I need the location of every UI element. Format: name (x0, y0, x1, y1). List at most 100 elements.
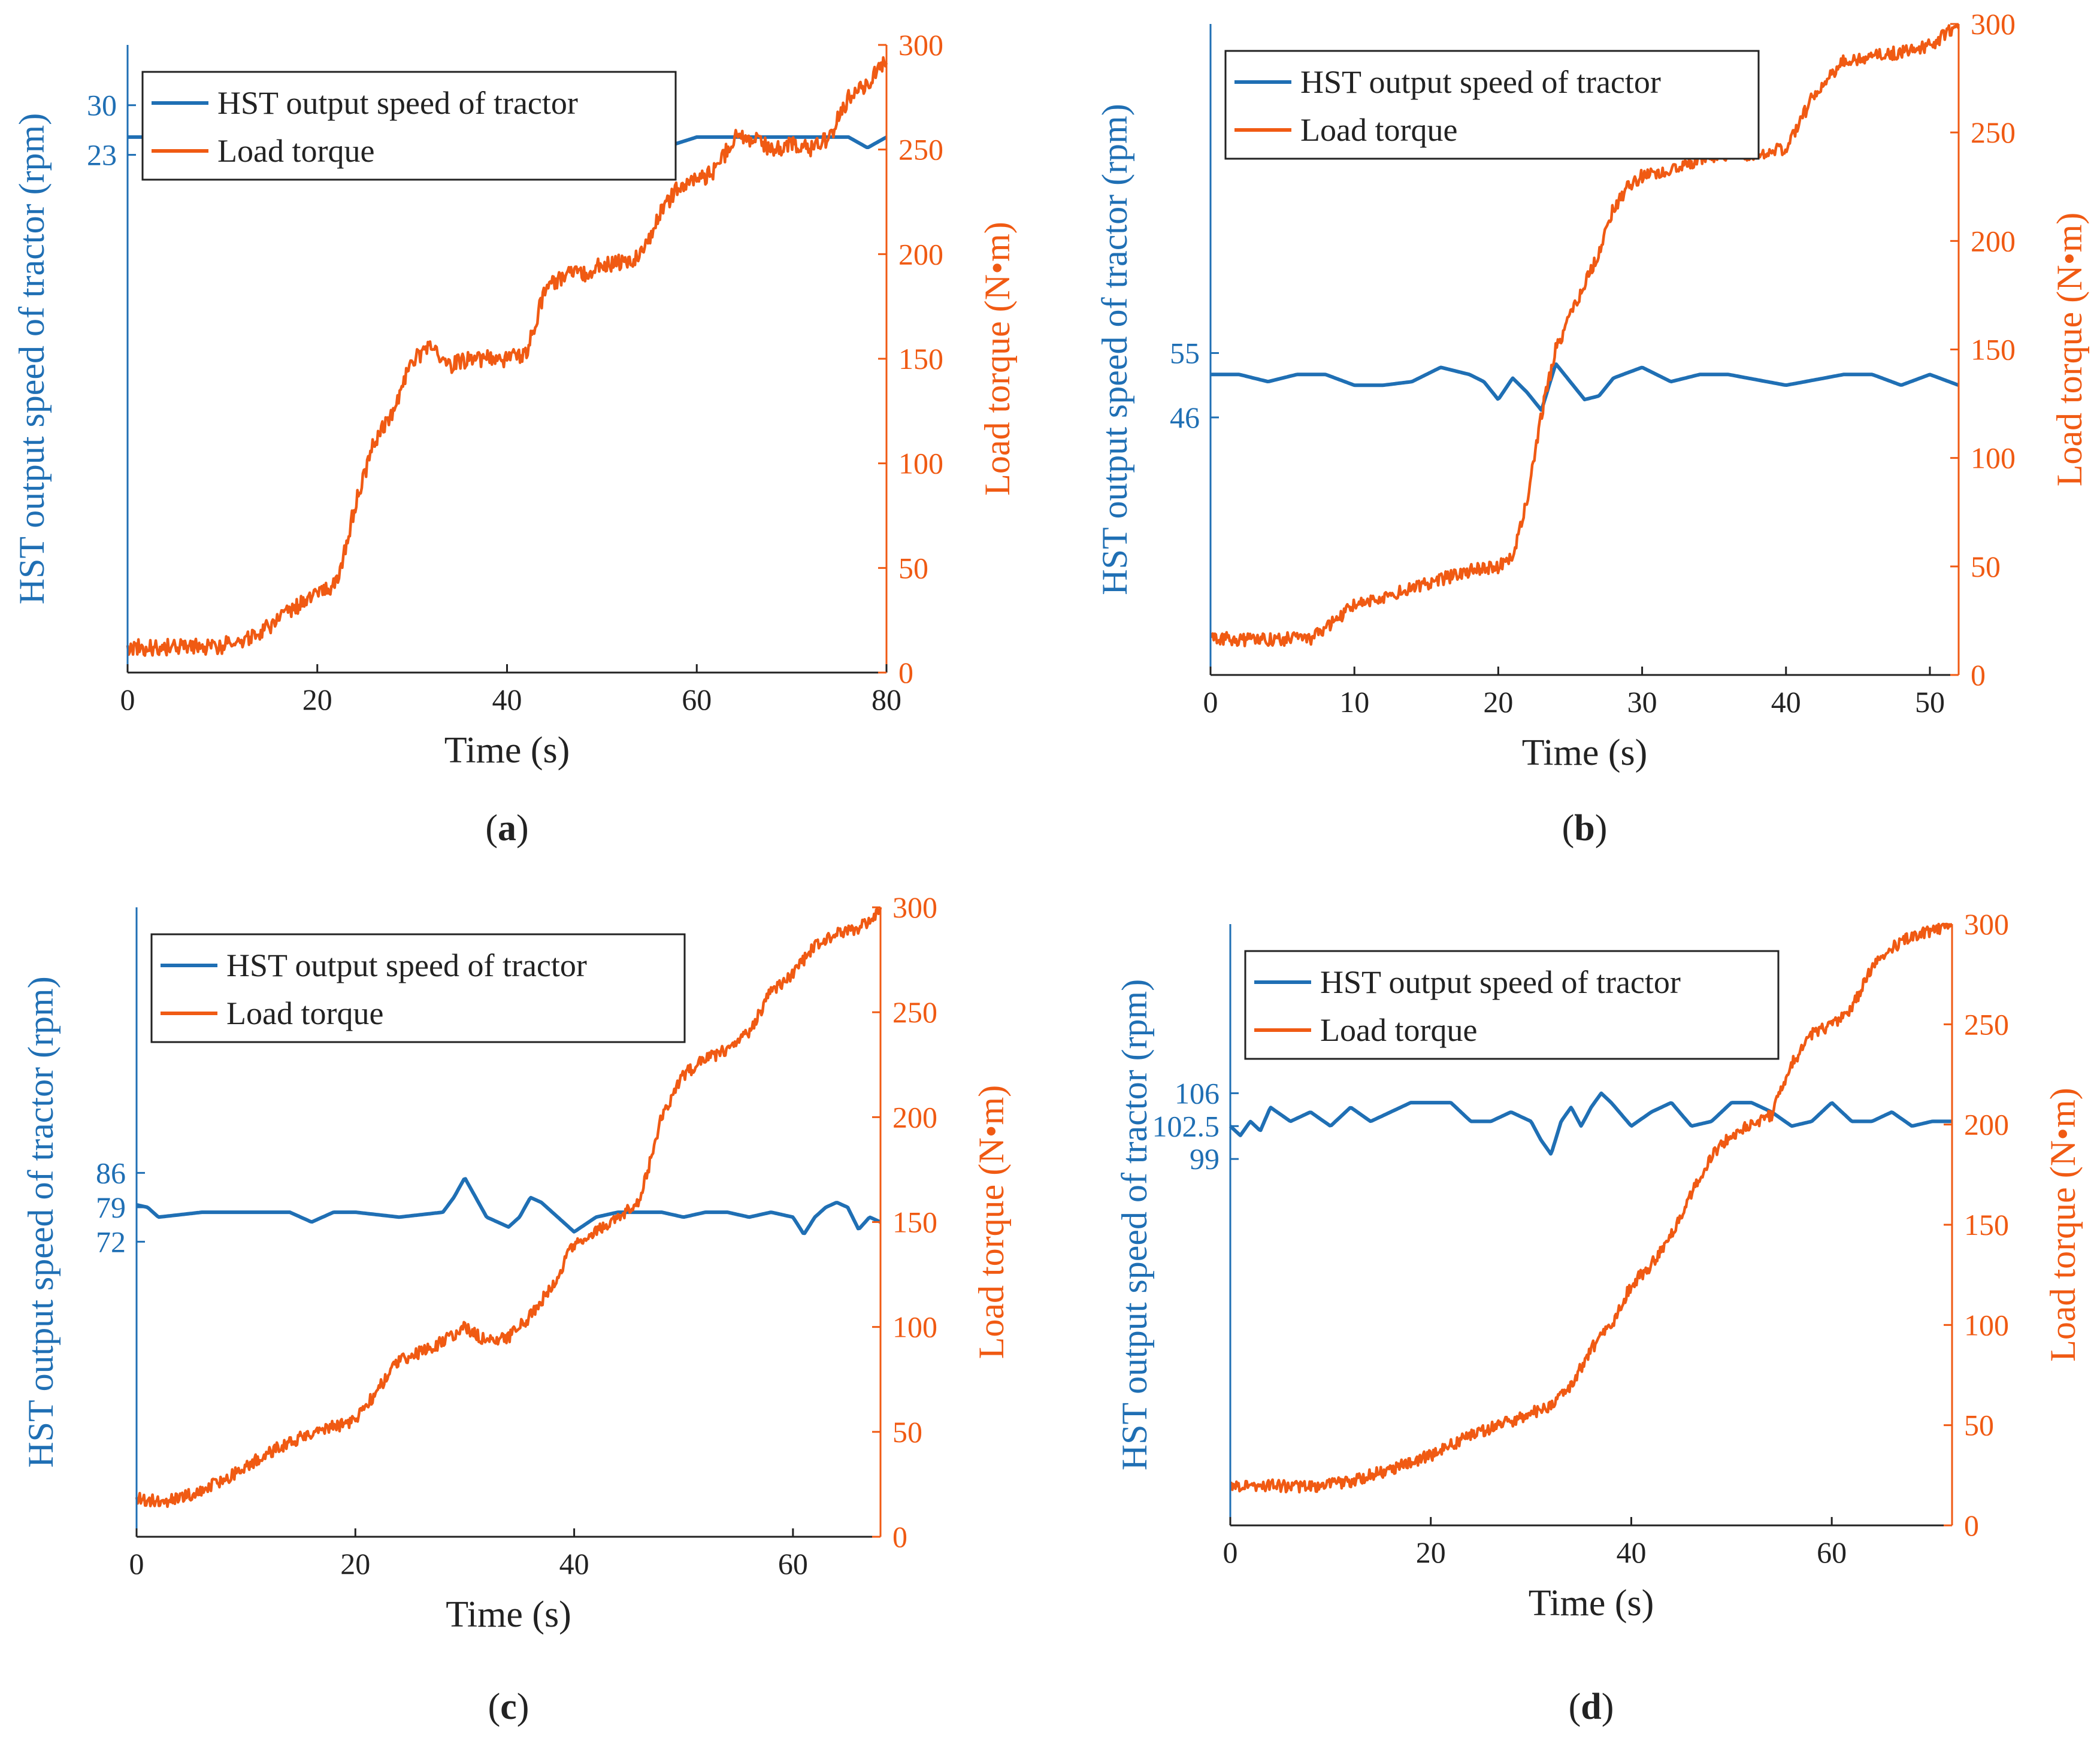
x-tick-label: 20 (302, 683, 332, 716)
legend-entry-torque: Load torque (1300, 112, 1457, 148)
legend: HST output speed of tractor Load torque (150, 933, 686, 1043)
legend-box (1224, 50, 1760, 160)
chart-panel-b: 0 10 20 30 40 50 46 55 0 50 100 150 200 250 300 Time (s… (1095, 7, 2089, 849)
left-tick-label: 55 (1170, 336, 1200, 370)
right-tick-label: 100 (1964, 1308, 2009, 1342)
panel-label: (d) (1569, 1686, 1614, 1727)
x-axis-title: Time (s) (446, 1594, 571, 1635)
right-tick-label: 100 (1971, 441, 2016, 475)
x-axis-title: Time (s) (444, 730, 570, 771)
panel-label: (b) (1562, 808, 1608, 849)
left-tick-label: 72 (96, 1225, 126, 1258)
right-tick-label: 200 (898, 237, 943, 271)
right-tick-label: 300 (898, 28, 943, 62)
right-axis-title: Load torque (N•m) (978, 222, 1017, 496)
x-tick-label: 30 (1627, 685, 1657, 719)
torque-series-line-d (1229, 922, 1953, 1494)
x-tick-label: 10 (1339, 685, 1369, 719)
panel-label-letter: d (1581, 1686, 1601, 1727)
x-tick-label: 0 (129, 1547, 144, 1580)
x-tick-label: 0 (120, 683, 135, 716)
right-tick-label: 200 (1964, 1108, 2009, 1141)
left-tick-label: 99 (1190, 1142, 1220, 1176)
left-tick-label: 30 (87, 89, 117, 122)
x-tick-label: 40 (1616, 1536, 1646, 1569)
right-tick-label: 250 (1964, 1007, 2009, 1041)
right-tick-label: 0 (1971, 658, 1986, 692)
x-tick-label: 40 (1771, 685, 1801, 719)
x-tick-label: 0 (1223, 1536, 1238, 1569)
right-tick-label: 150 (1971, 333, 2016, 367)
x-axis-title: Time (s) (1522, 732, 1648, 773)
left-tick-label: 23 (87, 138, 117, 172)
left-tick-label: 106 (1175, 1076, 1220, 1110)
legend-entry-speed: HST output speed of tractor (226, 947, 587, 983)
right-axis-title: Load torque (N•m) (972, 1085, 1011, 1359)
right-tick-label: 100 (898, 447, 943, 480)
x-tick-label: 40 (559, 1547, 589, 1580)
left-axis-title: HST output speed of tractor (rpm) (1115, 979, 1154, 1470)
panel-label: (a) (485, 808, 528, 849)
x-tick-label: 50 (1915, 685, 1945, 719)
right-tick-label: 250 (1971, 116, 2016, 149)
right-tick-label: 50 (892, 1415, 922, 1449)
x-tick-label: 60 (1817, 1536, 1847, 1569)
legend-entry-torque: Load torque (226, 995, 383, 1031)
speed-series-line-c (136, 1177, 882, 1236)
panel-label-letter: a (498, 808, 516, 849)
right-tick-label: 0 (1964, 1509, 1979, 1542)
right-tick-label: 50 (898, 551, 928, 585)
legend-entry-torque: Load torque (1320, 1012, 1477, 1048)
right-axis-title: Load torque (N•m) (2050, 213, 2089, 487)
speed-series-line-b (1210, 362, 1960, 412)
x-tick-label: 60 (778, 1547, 808, 1580)
legend-entry-torque: Load torque (217, 133, 374, 169)
right-tick-label: 100 (892, 1310, 937, 1344)
x-tick-label: 20 (340, 1547, 370, 1580)
left-axis-title: HST output speed of tractor (rpm) (21, 976, 60, 1467)
left-tick-label: 46 (1170, 401, 1200, 434)
legend-entry-speed: HST output speed of tractor (1300, 64, 1661, 100)
legend: HST output speed of tractor Load torque (1244, 950, 1780, 1060)
x-tick-label: 20 (1483, 685, 1513, 719)
right-axis-title: Load torque (N•m) (2043, 1088, 2083, 1362)
left-tick-label: 79 (96, 1191, 126, 1224)
right-tick-label: 0 (898, 656, 913, 689)
torque-series-line-a (126, 56, 888, 657)
right-tick-label: 0 (892, 1520, 907, 1554)
right-tick-label: 150 (892, 1206, 937, 1239)
legend: HST output speed of tractor Load torque (141, 71, 677, 181)
left-tick-label: 86 (96, 1156, 126, 1189)
legend: HST output speed of tractor Load torque (1224, 50, 1760, 160)
panel-label: (c) (488, 1686, 529, 1727)
legend-box (1244, 950, 1780, 1060)
x-tick-label: 80 (872, 683, 901, 716)
right-tick-label: 150 (898, 342, 943, 376)
legend-entry-speed: HST output speed of tractor (1320, 964, 1681, 1000)
legend-box (141, 71, 677, 181)
right-tick-label: 200 (892, 1100, 937, 1134)
right-tick-label: 250 (892, 995, 937, 1029)
torque-series-line-b (1210, 23, 1960, 647)
torque-series-line-c (135, 907, 882, 1508)
left-axis-title: HST output speed of tractor (rpm) (12, 113, 52, 604)
right-tick-label: 250 (898, 133, 943, 166)
panel-label-letter: b (1574, 808, 1594, 849)
left-tick-label: 102.5 (1152, 1109, 1220, 1143)
left-axis-title: HST output speed of tractor (rpm) (1095, 104, 1134, 595)
right-tick-label: 50 (1964, 1409, 1994, 1442)
legend-box (150, 933, 686, 1043)
right-tick-label: 300 (892, 891, 937, 924)
x-tick-label: 20 (1416, 1536, 1446, 1569)
panel-label-letter: c (500, 1686, 517, 1727)
speed-series-line-d (1228, 1091, 1953, 1156)
x-tick-label: 0 (1203, 685, 1218, 719)
x-tick-label: 40 (492, 683, 522, 716)
legend-entry-speed: HST output speed of tractor (217, 85, 578, 121)
right-tick-label: 200 (1971, 224, 2016, 258)
right-tick-label: 300 (1964, 907, 2009, 941)
